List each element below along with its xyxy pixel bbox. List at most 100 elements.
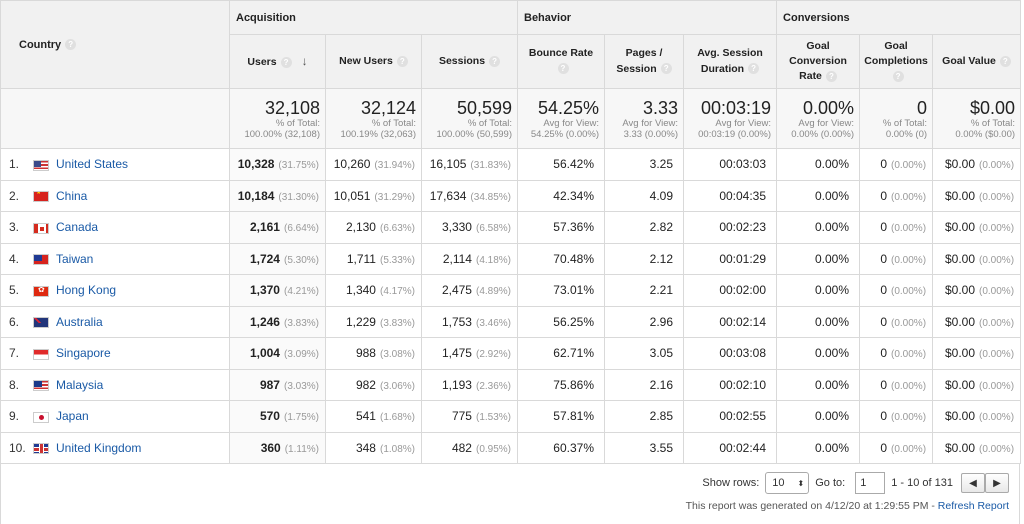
help-icon[interactable]: ?: [660, 63, 672, 75]
total-detail: 100.19% (32,063): [340, 128, 416, 140]
sessions-value: 16,105: [429, 157, 467, 172]
country-link[interactable]: China: [56, 188, 88, 203]
goal-value-value: $0.00: [944, 409, 976, 424]
goal-value-percent: (0.00%): [979, 349, 1015, 361]
new-users-percent: (4.17%): [379, 286, 415, 298]
country-link[interactable]: United States: [56, 157, 129, 172]
table-row: 5.Hong Kong1,370(4.21%)1,340(4.17%)2,475…: [0, 274, 1022, 307]
show-rows-select[interactable]: 10 ⬍: [765, 472, 810, 494]
country-link[interactable]: Australia: [56, 314, 103, 329]
avg-duration-cell: 00:02:10: [682, 368, 778, 401]
country-flag-icon: [33, 191, 49, 203]
next-page-button[interactable]: ▶: [985, 473, 1009, 493]
total-goal-value: $0.00% of Total: 0.00% ($0.00): [932, 88, 1022, 149]
pages-per-session-column-header[interactable]: Pages / Session?: [604, 34, 684, 89]
pages-per-session-cell: 2.16: [604, 368, 684, 401]
goal-conversion-rate-cell: 0.00%: [776, 242, 861, 275]
total-detail: 0.00% (0.00%): [791, 128, 855, 140]
country-link[interactable]: United Kingdom: [56, 440, 142, 455]
goal-value-value: $0.00: [944, 440, 976, 455]
total-label: % of Total:: [970, 117, 1016, 129]
country-link[interactable]: Malaysia: [56, 377, 104, 392]
avg-duration-cell: 00:02:14: [682, 305, 778, 338]
sessions-percent: (4.89%): [475, 286, 511, 298]
table-row: 8. Malaysia 987 (3.03%) 982 (3.06%) 1,193 (2.36…: [0, 368, 1022, 401]
users-column-header[interactable]: Users? ↓: [229, 34, 326, 89]
goal-completions-value: 0: [880, 409, 888, 424]
help-icon[interactable]: ?: [557, 63, 569, 75]
pages-per-session-cell: 3.25: [604, 148, 684, 181]
goal-completions-value: 0: [880, 220, 888, 235]
table-row: 6. Australia 1,246 (3.83%) 1,229 (3.83%) 1,753…: [0, 305, 1022, 338]
total-label: Avg for View:: [715, 117, 772, 129]
help-icon[interactable]: ?: [892, 70, 904, 82]
new-users-percent: (1.68%): [379, 412, 415, 424]
help-icon[interactable]: ?: [489, 55, 501, 67]
help-icon[interactable]: ?: [396, 55, 408, 67]
new-users-percent: (3.06%): [379, 380, 415, 392]
help-icon[interactable]: ?: [999, 55, 1011, 67]
total-value: 00:03:19: [700, 97, 772, 118]
sessions-value: 482: [451, 440, 472, 455]
goal-conversion-rate-column-header[interactable]: Goal Conversion Rate?: [776, 34, 861, 89]
goal-value-percent: (0.00%): [979, 443, 1015, 455]
total-label: Avg for View:: [622, 117, 678, 129]
refresh-report-link[interactable]: Refresh Report: [937, 500, 1009, 512]
country-link[interactable]: Singapore: [56, 346, 111, 361]
new-users-value: 348: [355, 440, 376, 455]
help-icon[interactable]: ?: [280, 56, 292, 68]
country-header[interactable]: Country?: [0, 0, 230, 89]
country-link[interactable]: Japan: [56, 409, 89, 424]
help-icon[interactable]: ?: [748, 63, 760, 75]
users-cell: 1,724 (5.30%): [229, 242, 326, 275]
sessions-value: 17,634: [429, 188, 467, 203]
users-percent: (4.21%): [283, 286, 319, 298]
goal-completions-percent: (0.00%): [891, 412, 927, 424]
goal-value-column-header[interactable]: Goal Value?: [932, 34, 1022, 89]
users-value: 2,161: [249, 220, 280, 235]
goal-completions-value: 0: [880, 440, 888, 455]
country-link[interactable]: Canada: [56, 220, 99, 235]
country-cell: 6. Australia: [0, 305, 230, 338]
new-users-value: 988: [355, 346, 376, 361]
total-label: Avg for View:: [798, 117, 855, 129]
table-footer: Show rows: 10 ⬍ Go to: 1 1 - 10 of 131 ◀…: [0, 464, 1020, 524]
users-percent: (31.75%): [278, 160, 319, 172]
help-icon[interactable]: ?: [65, 39, 77, 51]
new-users-column-header[interactable]: New Users?: [325, 34, 422, 89]
help-icon[interactable]: ?: [825, 70, 837, 82]
users-header-label: Users: [247, 55, 277, 68]
sessions-cell: 775 (1.53%): [421, 400, 518, 433]
goal-completions-column-header[interactable]: Goal Completions?: [859, 34, 934, 89]
country-link[interactable]: Taiwan: [56, 251, 94, 266]
country-link[interactable]: Hong Kong: [56, 283, 117, 298]
users-value: 570: [259, 409, 280, 424]
goal-completions-cell: 0 (0.00%): [859, 337, 934, 370]
bounce-rate-column-header[interactable]: Bounce Rate?: [517, 34, 605, 89]
pages-per-session-cell: 3.55: [604, 431, 684, 464]
show-rows-label: Show rows:: [702, 477, 760, 489]
goal-value-value: $0.00: [944, 346, 976, 361]
users-cell: 1,004 (3.09%): [229, 337, 326, 370]
goal-conversion-rate-cell: 0.00%: [776, 148, 861, 181]
pagination: Show rows: 10 ⬍ Go to: 1 1 - 10 of 131 ◀…: [702, 472, 1009, 494]
users-cell: 10,328 (31.75%): [229, 148, 326, 181]
table-row: 10. United Kingdom 360 (1.11%) 348 (1.08%) 482…: [0, 431, 1022, 464]
sessions-cell: 3,330 (6.58%): [421, 211, 518, 244]
avg-session-duration-column-header[interactable]: Avg. Session Duration?: [682, 34, 778, 89]
goal-value-percent: (0.00%): [979, 223, 1015, 235]
total-value: 50,599: [456, 97, 512, 118]
goal-value-value: $0.00: [944, 283, 976, 298]
total-sessions: 50,599% of Total: 100.00% (50,599): [421, 88, 518, 149]
country-cell: 8. Malaysia: [0, 368, 230, 401]
users-percent: (31.30%): [278, 191, 319, 203]
users-percent: (1.75%): [283, 412, 319, 424]
goal-completions-percent: (0.00%): [891, 254, 927, 266]
country-flag-icon: [33, 380, 49, 392]
goto-page-input[interactable]: 1: [855, 472, 886, 494]
sessions-column-header[interactable]: Sessions?: [421, 34, 518, 89]
sort-descending-icon[interactable]: ↓: [301, 53, 308, 68]
previous-page-button[interactable]: ◀: [961, 473, 985, 493]
goal-completions-cell: 0 (0.00%): [859, 368, 934, 401]
